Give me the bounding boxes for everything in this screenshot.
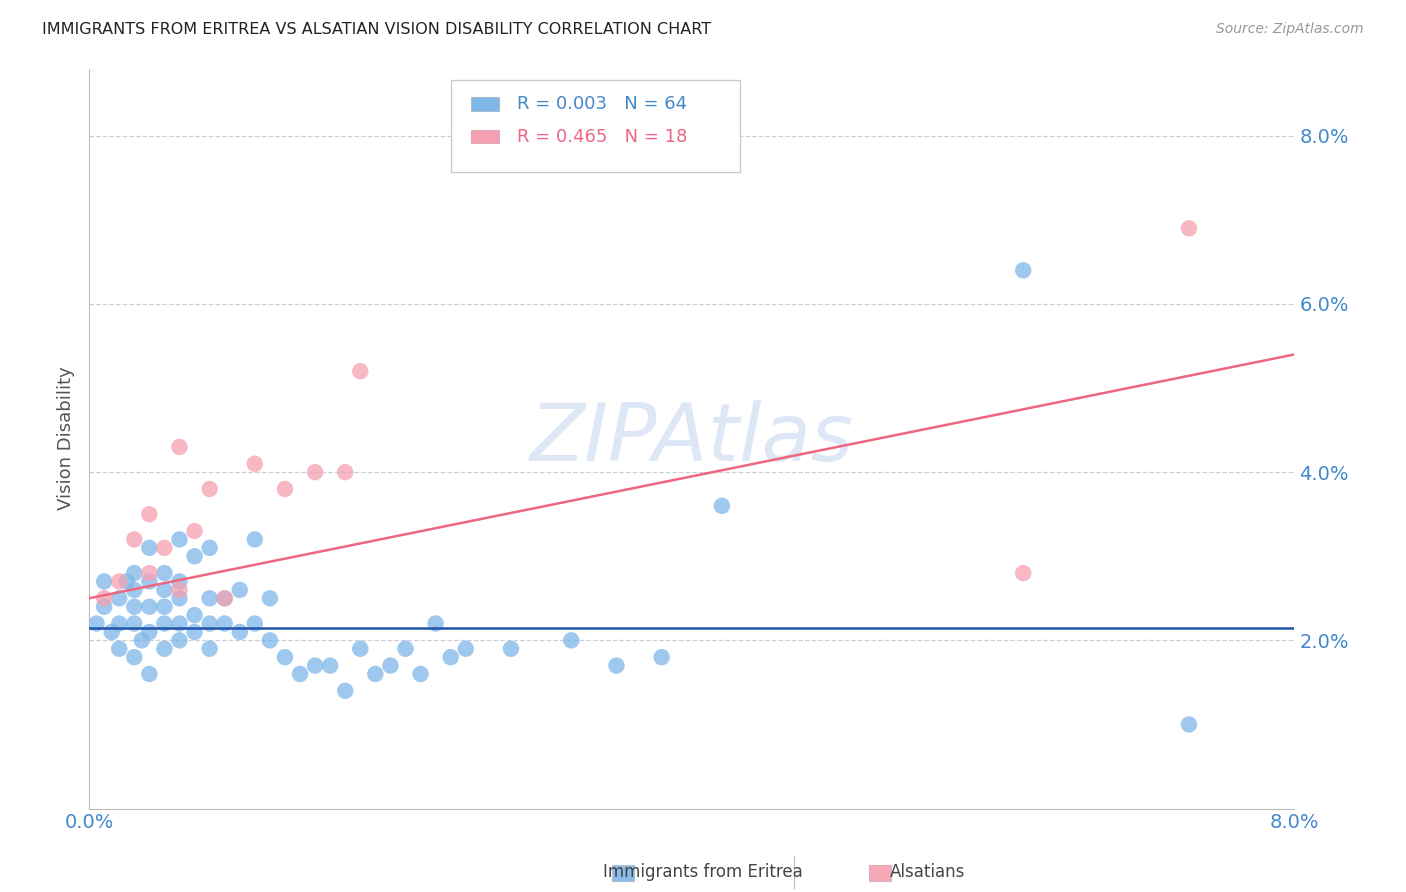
- Point: [380, 658, 402, 673]
- Point: [100, 624, 122, 639]
- Point: [153, 582, 176, 597]
- Point: [169, 574, 191, 589]
- Text: Alsatians: Alsatians: [890, 863, 966, 881]
- Point: [440, 650, 463, 665]
- Point: [138, 566, 160, 580]
- Point: [349, 641, 371, 656]
- Point: [108, 591, 131, 606]
- Point: [122, 533, 145, 547]
- Point: [122, 650, 145, 665]
- Text: Source: ZipAtlas.com: Source: ZipAtlas.com: [1216, 22, 1364, 37]
- Point: [274, 650, 297, 665]
- Point: [115, 574, 138, 589]
- Point: [214, 591, 236, 606]
- Point: [243, 533, 266, 547]
- Point: [198, 641, 221, 656]
- Point: [243, 616, 266, 631]
- Point: [138, 541, 160, 555]
- Point: [1178, 221, 1201, 235]
- Point: [319, 658, 342, 673]
- Point: [259, 591, 281, 606]
- Point: [153, 641, 176, 656]
- Point: [183, 549, 205, 564]
- Point: [153, 599, 176, 614]
- Point: [304, 465, 326, 479]
- FancyBboxPatch shape: [451, 79, 740, 172]
- Point: [138, 667, 160, 681]
- Point: [335, 465, 357, 479]
- Point: [335, 683, 357, 698]
- Point: [229, 624, 252, 639]
- Point: [138, 599, 160, 614]
- Point: [93, 591, 115, 606]
- Point: [153, 566, 176, 580]
- Text: ZIPAtlas: ZIPAtlas: [530, 400, 853, 477]
- Point: [169, 440, 191, 454]
- Point: [169, 616, 191, 631]
- Text: R = 0.465   N = 18: R = 0.465 N = 18: [517, 128, 688, 145]
- Point: [560, 633, 582, 648]
- Point: [122, 599, 145, 614]
- Point: [122, 566, 145, 580]
- Point: [409, 667, 432, 681]
- Point: [394, 641, 416, 656]
- Point: [198, 541, 221, 555]
- Point: [214, 591, 236, 606]
- Point: [1012, 263, 1035, 277]
- Point: [349, 364, 371, 378]
- Point: [259, 633, 281, 648]
- Point: [131, 633, 153, 648]
- Point: [122, 616, 145, 631]
- Point: [153, 541, 176, 555]
- Point: [651, 650, 673, 665]
- Point: [198, 482, 221, 496]
- Point: [122, 582, 145, 597]
- Point: [138, 574, 160, 589]
- Point: [138, 624, 160, 639]
- Text: Immigrants from Eritrea: Immigrants from Eritrea: [603, 863, 803, 881]
- Point: [169, 533, 191, 547]
- Point: [169, 591, 191, 606]
- Point: [454, 641, 477, 656]
- Point: [169, 633, 191, 648]
- Point: [93, 574, 115, 589]
- Point: [108, 574, 131, 589]
- Point: [605, 658, 627, 673]
- Point: [138, 507, 160, 521]
- Point: [229, 582, 252, 597]
- Point: [214, 616, 236, 631]
- Point: [499, 641, 522, 656]
- Y-axis label: Vision Disability: Vision Disability: [58, 367, 75, 510]
- Point: [183, 624, 205, 639]
- Text: R = 0.003   N = 64: R = 0.003 N = 64: [517, 95, 688, 113]
- Point: [364, 667, 387, 681]
- Point: [183, 524, 205, 538]
- Point: [425, 616, 447, 631]
- Point: [1178, 717, 1201, 731]
- Point: [1012, 566, 1035, 580]
- Point: [86, 616, 108, 631]
- FancyBboxPatch shape: [471, 130, 499, 144]
- Point: [198, 591, 221, 606]
- Point: [93, 599, 115, 614]
- Point: [243, 457, 266, 471]
- Point: [153, 616, 176, 631]
- Text: IMMIGRANTS FROM ERITREA VS ALSATIAN VISION DISABILITY CORRELATION CHART: IMMIGRANTS FROM ERITREA VS ALSATIAN VISI…: [42, 22, 711, 37]
- FancyBboxPatch shape: [471, 97, 499, 111]
- Point: [274, 482, 297, 496]
- Point: [288, 667, 311, 681]
- Point: [169, 582, 191, 597]
- Point: [108, 641, 131, 656]
- Point: [198, 616, 221, 631]
- Point: [108, 616, 131, 631]
- Point: [710, 499, 733, 513]
- Point: [183, 608, 205, 623]
- Point: [304, 658, 326, 673]
